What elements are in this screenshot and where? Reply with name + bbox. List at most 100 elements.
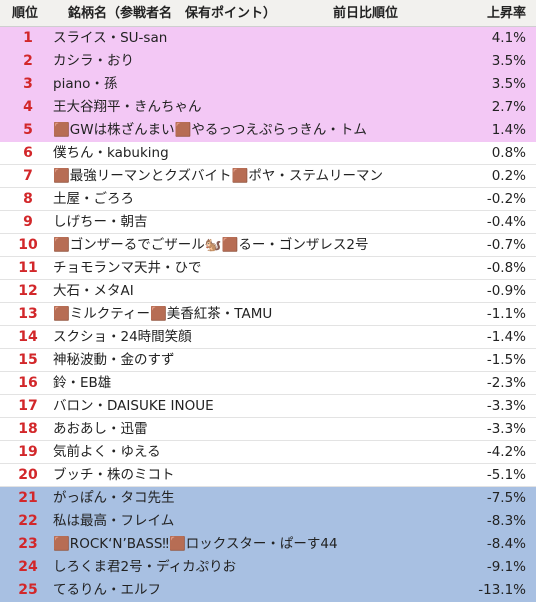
table-header: 順位 銘柄名（参戦者名 保有ポイント） 前日比順位 上昇率	[0, 0, 536, 27]
name-cell: バロン・DAISUKE INOUE	[53, 398, 214, 414]
rate-cell: 1.4%	[491, 122, 526, 138]
rank-cell: 16	[18, 375, 38, 391]
name-cell: 🟫GWは株ざんまい🟫やるっつえぷらっきん・トム	[53, 122, 367, 138]
rank-cell: 8	[23, 191, 33, 207]
table-row: 25 てるりん・エルフ -13.1%	[0, 579, 536, 602]
table-row: 3 piano・孫 3.5%	[0, 73, 536, 96]
name-cell: しげちー・朝吉	[53, 214, 148, 230]
table-row: 11 チョモランマ天井・ひで -0.8%	[0, 257, 536, 280]
rate-cell: 4.1%	[491, 30, 526, 46]
table-row: 13 🟫ミルクティー🟫美香紅茶・TAMU -1.1%	[0, 303, 536, 326]
rank-cell: 22	[18, 513, 38, 529]
rank-cell: 9	[23, 214, 33, 230]
table-row: 5 🟫GWは株ざんまい🟫やるっつえぷらっきん・トム 1.4%	[0, 119, 536, 142]
name-cell: スライス・SU-san	[53, 30, 168, 46]
rank-cell: 13	[18, 306, 38, 322]
rate-cell: -0.7%	[486, 237, 526, 253]
table-row: 1 スライス・SU-san 4.1%	[0, 27, 536, 50]
name-cell: 🟫最強リーマンとクズバイト🟫ポヤ・ステムリーマン	[53, 168, 383, 184]
table-row: 8 土屋・ごろろ -0.2%	[0, 188, 536, 211]
name-cell: 🟫ゴンザーるでごザール🐿️🟫るー・ゴンザレス2号	[53, 237, 369, 253]
rank-cell: 11	[18, 260, 38, 276]
table-row: 14 スクショ・24時間笑顔 -1.4%	[0, 326, 536, 349]
name-cell: piano・孫	[53, 76, 118, 92]
table-row: 7 🟫最強リーマンとクズバイト🟫ポヤ・ステムリーマン 0.2%	[0, 165, 536, 188]
name-cell: 大石・メタAI	[53, 283, 134, 299]
rate-cell: 0.2%	[491, 168, 526, 184]
rate-cell: -2.3%	[486, 375, 526, 391]
rank-cell: 6	[23, 145, 33, 161]
table-row: 24 しろくま君2号・ディカぷりお -9.1%	[0, 556, 536, 579]
table-row: 20 ブッチ・株のミコト -5.1%	[0, 464, 536, 487]
name-cell: てるりん・エルフ	[53, 582, 161, 598]
rank-cell: 3	[23, 76, 33, 92]
table-row: 15 神秘波動・金のすず -1.5%	[0, 349, 536, 372]
rate-cell: 3.5%	[491, 53, 526, 69]
rank-cell: 1	[23, 30, 33, 46]
name-cell: 僕ちん・kabuking	[53, 145, 169, 161]
header-cell: 前日比順位	[333, 6, 399, 21]
table-row: 22 私は最高・フレイム -8.3%	[0, 510, 536, 533]
rate-cell: -1.1%	[486, 306, 526, 322]
rate-cell: -1.4%	[486, 329, 526, 345]
name-cell: あおあし・迅雷	[53, 421, 148, 437]
name-cell: 気前よく・ゆえる	[53, 444, 161, 460]
rate-cell: -8.3%	[486, 513, 526, 529]
rate-cell: -0.4%	[486, 214, 526, 230]
rank-cell: 20	[18, 467, 38, 483]
rank-cell: 14	[18, 329, 38, 345]
rate-cell: -7.5%	[486, 490, 526, 506]
table-row: 4 王大谷翔平・きんちゃん 2.7%	[0, 96, 536, 119]
rate-cell: -1.5%	[486, 352, 526, 368]
rate-cell: -0.2%	[486, 191, 526, 207]
name-cell: 神秘波動・金のすず	[53, 352, 175, 368]
rank-cell: 18	[18, 421, 38, 437]
table-row: 23 🟫ROCK‘N’BASS‼🟫ロックスター・ぱーす44 -8.4%	[0, 533, 536, 556]
rank-cell: 21	[18, 490, 38, 506]
table-row: 6 僕ちん・kabuking 0.8%	[0, 142, 536, 165]
table-row: 21 がっぽん・タコ先生 -7.5%	[0, 487, 536, 510]
name-cell: 鈴・EB雄	[53, 375, 112, 391]
rank-cell: 15	[18, 352, 38, 368]
name-cell: 🟫ミルクティー🟫美香紅茶・TAMU	[53, 306, 273, 322]
rank-cell: 5	[23, 122, 33, 138]
name-cell: カシラ・おり	[53, 53, 134, 69]
header-cell: 上昇率	[486, 6, 526, 21]
rate-cell: 3.5%	[491, 76, 526, 92]
table-row: 17 バロン・DAISUKE INOUE -3.3%	[0, 395, 536, 418]
rate-cell: 0.8%	[491, 145, 526, 161]
rank-cell: 2	[23, 53, 33, 69]
name-cell: しろくま君2号・ディカぷりお	[53, 559, 237, 575]
table-row: 16 鈴・EB雄 -2.3%	[0, 372, 536, 395]
rank-cell: 25	[18, 582, 38, 598]
rate-cell: 2.7%	[491, 99, 526, 115]
header-cell: 順位	[12, 6, 39, 21]
table-row: 10 🟫ゴンザーるでごザール🐿️🟫るー・ゴンザレス2号 -0.7%	[0, 234, 536, 257]
rate-cell: -4.2%	[486, 444, 526, 460]
table-row: 2 カシラ・おり 3.5%	[0, 50, 536, 73]
name-cell: 🟫ROCK‘N’BASS‼🟫ロックスター・ぱーす44	[53, 536, 338, 552]
rate-cell: -5.1%	[486, 467, 526, 483]
name-cell: スクショ・24時間笑顔	[53, 329, 192, 345]
rank-cell: 4	[23, 99, 33, 115]
rank-cell: 19	[18, 444, 38, 460]
rate-cell: -0.9%	[486, 283, 526, 299]
name-cell: 土屋・ごろろ	[53, 191, 134, 207]
name-cell: 王大谷翔平・きんちゃん	[53, 99, 202, 115]
table-row: 18 あおあし・迅雷 -3.3%	[0, 418, 536, 441]
rank-cell: 12	[18, 283, 38, 299]
rank-cell: 7	[23, 168, 33, 184]
rank-cell: 24	[18, 559, 38, 575]
table-row: 19 気前よく・ゆえる -4.2%	[0, 441, 536, 464]
rate-cell: -3.3%	[486, 398, 526, 414]
rate-cell: -0.8%	[486, 260, 526, 276]
rate-cell: -13.1%	[478, 582, 526, 598]
table-row: 9 しげちー・朝吉 -0.4%	[0, 211, 536, 234]
name-cell: ブッチ・株のミコト	[53, 467, 175, 483]
name-cell: 私は最高・フレイム	[53, 513, 175, 529]
name-cell: チョモランマ天井・ひで	[53, 260, 202, 276]
header-cell: 銘柄名（参戦者名 保有ポイント）	[68, 6, 277, 21]
table-row: 12 大石・メタAI -0.9%	[0, 280, 536, 303]
rank-cell: 10	[18, 237, 38, 253]
